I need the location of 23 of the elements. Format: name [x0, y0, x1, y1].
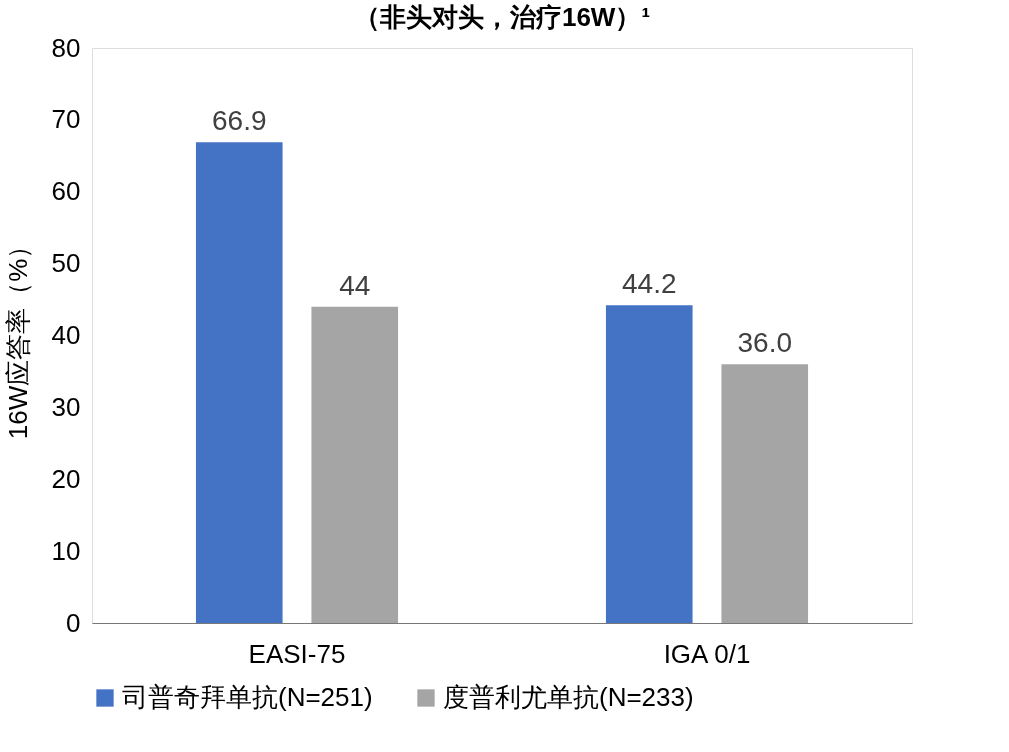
y-tick-label: 0	[66, 607, 81, 638]
bar	[195, 142, 283, 623]
x-tick-label: IGA 0/1	[663, 638, 751, 669]
legend-label: 司普奇拜单抗(N=251)	[122, 682, 373, 712]
x-tick-label: EASI-75	[248, 638, 346, 669]
y-tick-label: 70	[51, 104, 81, 135]
bar	[311, 306, 399, 623]
y-tick-label: 60	[51, 176, 81, 207]
y-tick-label: 40	[51, 320, 81, 350]
data-label: 36.0	[737, 327, 792, 359]
data-label: 66.9	[212, 105, 267, 137]
bar	[721, 364, 809, 623]
y-tick-label: 20	[51, 463, 81, 494]
y-axis-title: 16W应答率（%）	[2, 232, 33, 440]
y-tick-label: 50	[51, 248, 81, 279]
chart-title: （非头对头，治疗16W）¹	[353, 2, 651, 32]
y-tick-label: 80	[51, 32, 81, 63]
data-label: 44.2	[622, 268, 677, 300]
y-tick-label: 30	[51, 391, 81, 422]
data-label: 44	[339, 269, 371, 301]
bar	[605, 305, 693, 623]
y-tick-label: 10	[51, 535, 81, 566]
legend-label: 度普利尤单抗(N=233)	[443, 682, 694, 712]
